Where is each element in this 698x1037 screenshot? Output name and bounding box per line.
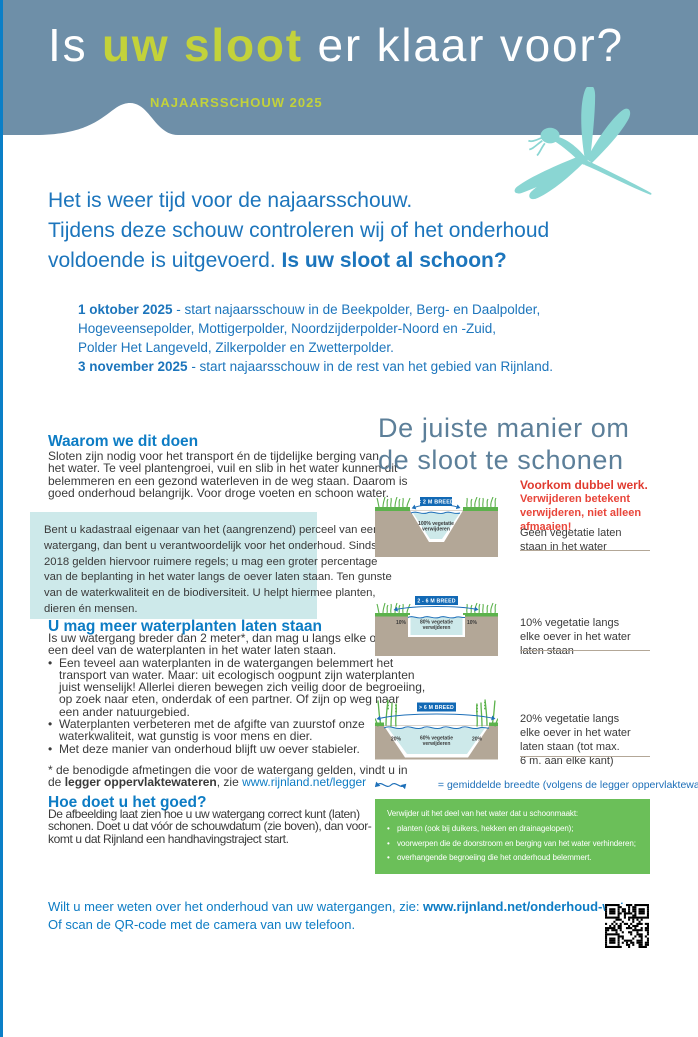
svg-text:20%: 20% bbox=[391, 737, 402, 743]
svg-text:verwijderen: verwijderen bbox=[422, 527, 450, 533]
svg-text:verwijderen: verwijderen bbox=[423, 625, 451, 631]
svg-text:> 6 M BREED: > 6 M BREED bbox=[419, 705, 454, 711]
svg-text:2 - 6 M BREED: 2 - 6 M BREED bbox=[417, 599, 455, 605]
svg-text:< 2 M BREED: < 2 M BREED bbox=[418, 500, 454, 506]
svg-text:10%: 10% bbox=[467, 620, 478, 626]
svg-text:20%: 20% bbox=[472, 737, 483, 743]
svg-text:10%: 10% bbox=[396, 620, 407, 626]
svg-text:verwijderen: verwijderen bbox=[423, 741, 451, 747]
